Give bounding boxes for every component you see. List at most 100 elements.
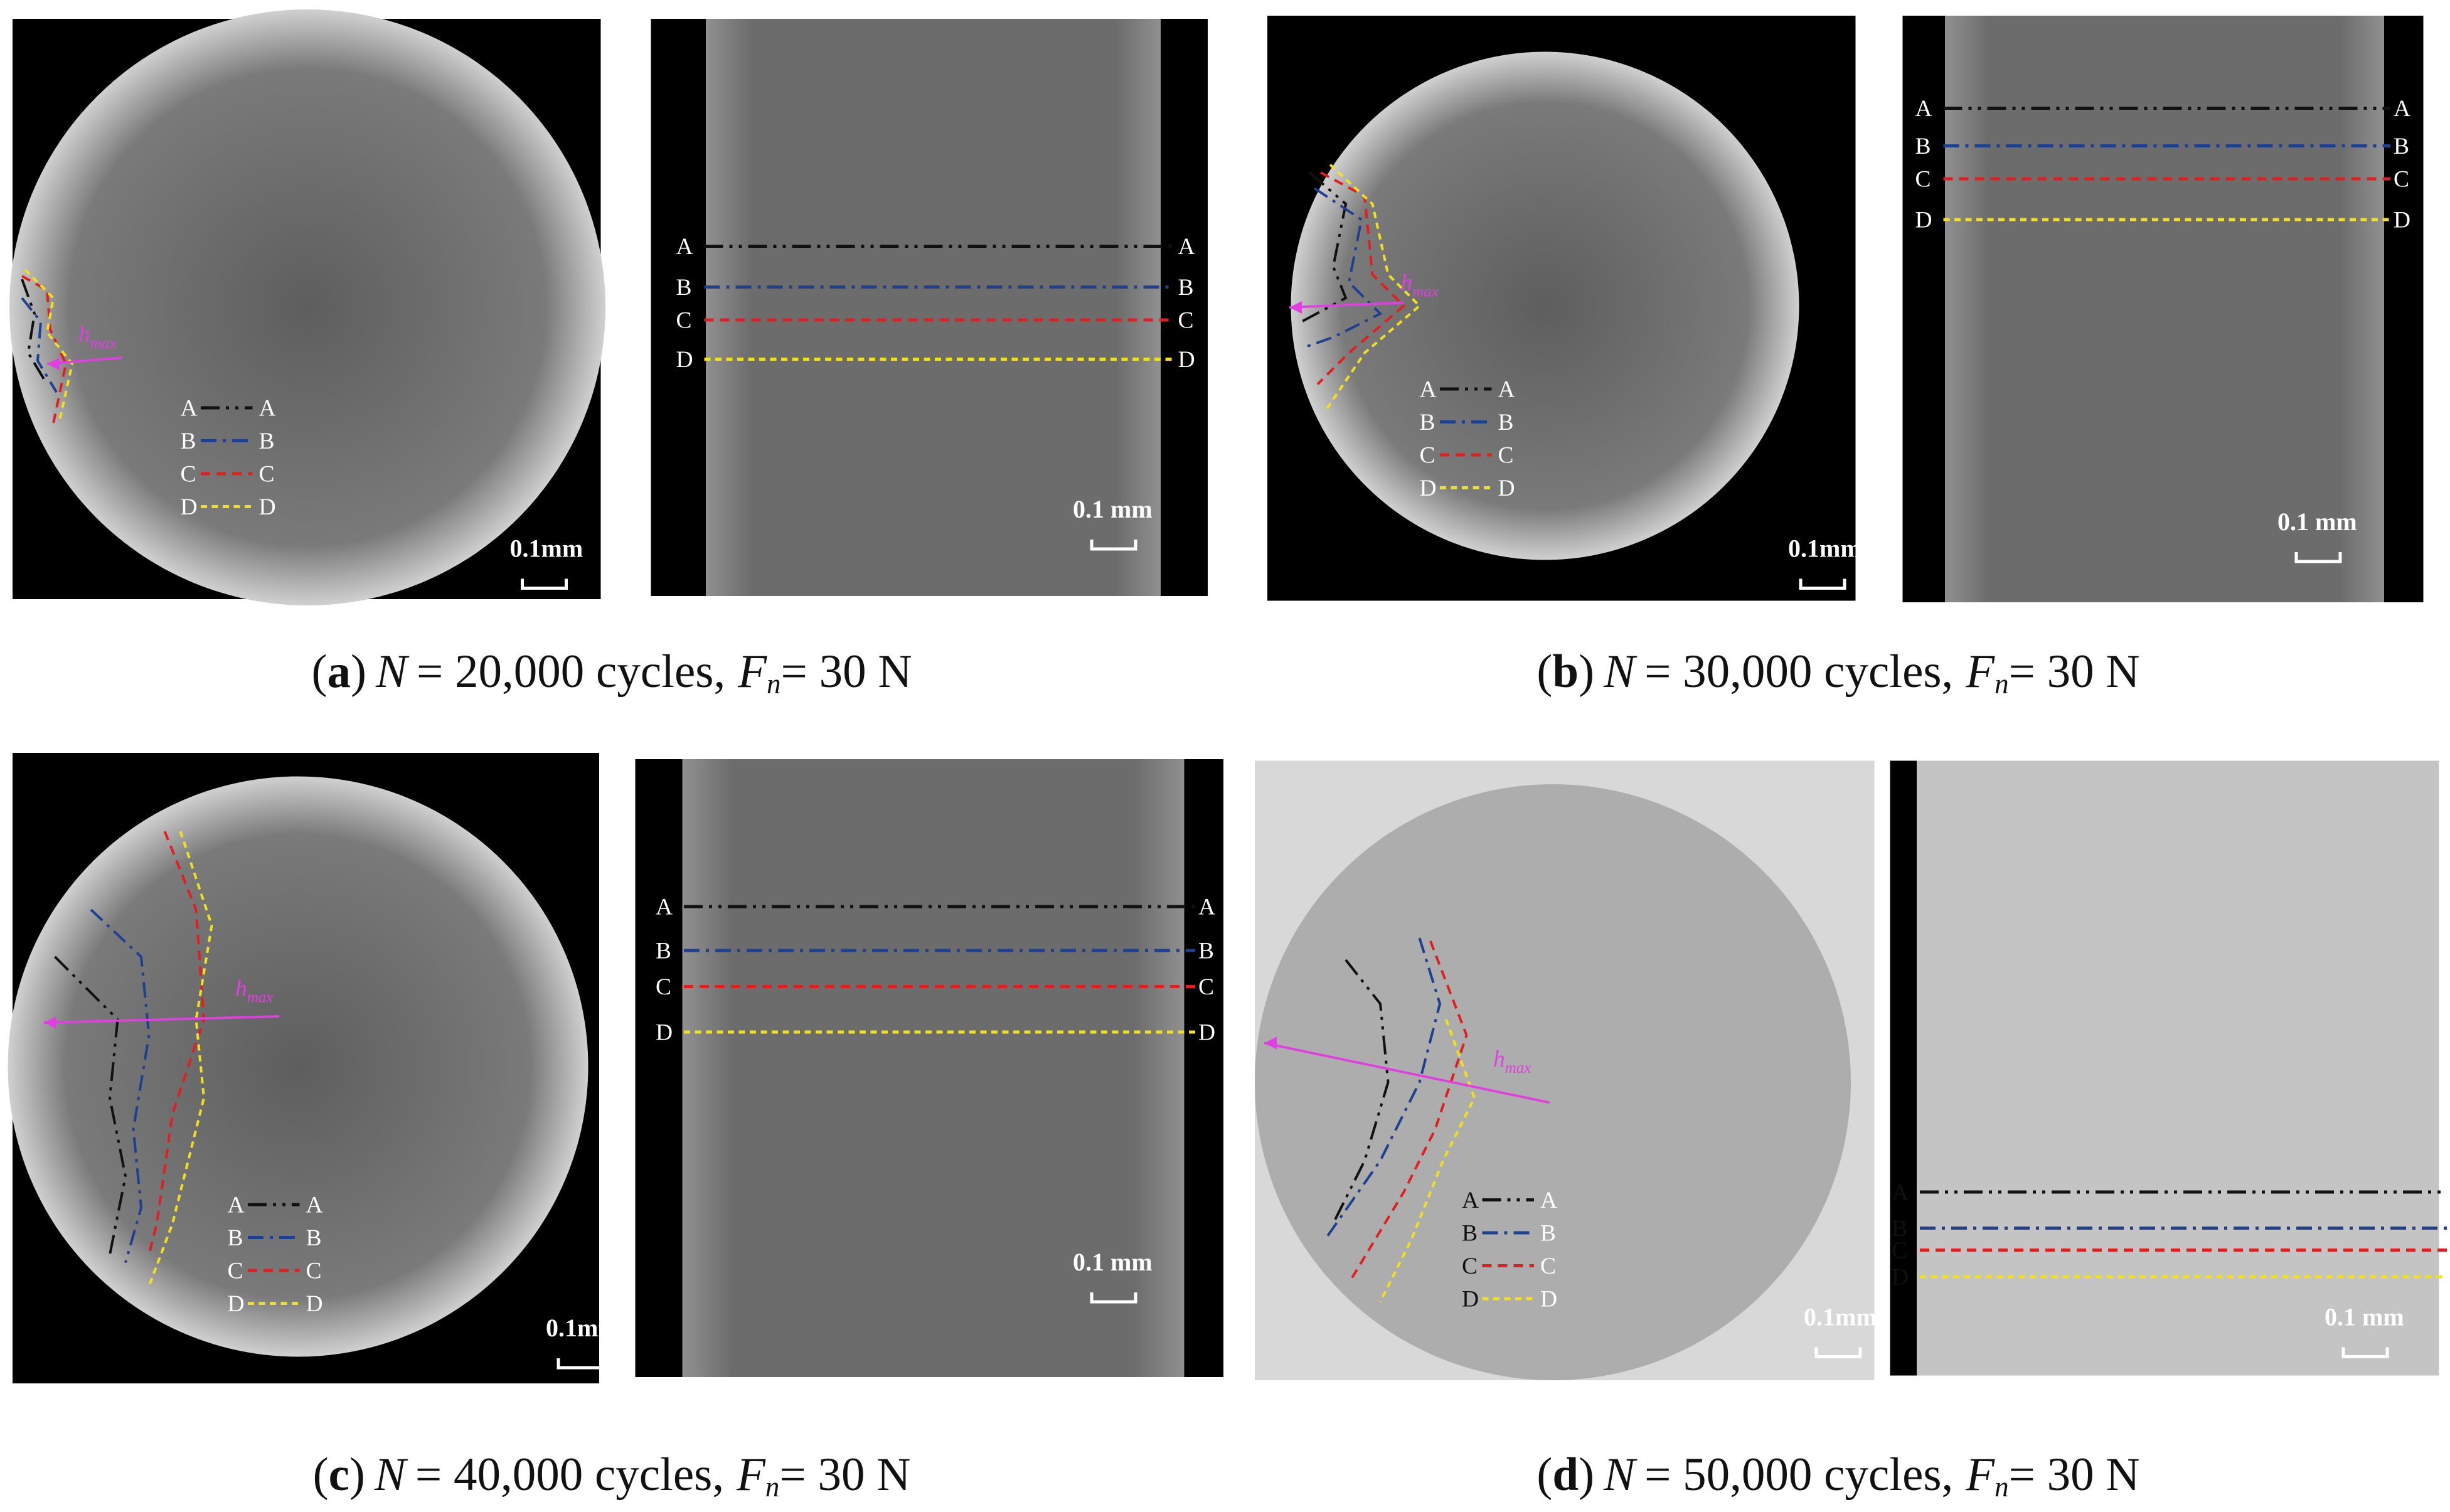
legend-label: B <box>1498 410 1514 435</box>
section-label: D <box>656 1020 673 1046</box>
legend-label: D <box>228 1291 245 1317</box>
text-span: h <box>1493 1046 1505 1072</box>
text-span: n <box>765 1471 780 1503</box>
caption: (d) N = 50,000 cycles, Fn= 30 N <box>1537 1449 2139 1503</box>
text-span: = 20,000 cycles, <box>417 646 725 698</box>
scale-label: 0.1mm <box>510 535 583 563</box>
scale-bar <box>557 1358 604 1370</box>
scale-bar <box>1090 1292 1137 1304</box>
legend-label: D <box>181 494 198 520</box>
text-span: = 30 N <box>2009 646 2140 698</box>
section-label: C <box>656 974 671 1000</box>
section-label: A <box>2394 96 2410 122</box>
h-max-label: hmax <box>235 976 273 1006</box>
text-span: N <box>375 646 410 698</box>
arrow-head <box>44 1016 56 1029</box>
text-span: ( <box>1537 1449 1552 1501</box>
text-span: ( <box>312 646 328 698</box>
text-span: = 50,000 cycles, <box>1644 1449 1953 1501</box>
section-label: A <box>676 234 693 260</box>
h-max-arrow <box>1264 1041 1550 1104</box>
arrow-head <box>47 358 60 370</box>
h-max-label: hmax <box>1493 1046 1531 1077</box>
scale-label: 0.1 mm <box>2277 508 2357 536</box>
legend-label: A <box>1462 1188 1479 1213</box>
h-max-arrow <box>1289 301 1404 309</box>
text-span: F <box>737 646 767 698</box>
text-span: c <box>329 1449 349 1501</box>
text-span: N <box>1603 646 1638 698</box>
legend-label: C <box>181 462 196 487</box>
section-label: C <box>1178 308 1194 334</box>
section-label: A <box>1198 895 1215 920</box>
legend-label: D <box>306 1291 323 1317</box>
legend-label: C <box>1540 1254 1556 1279</box>
legend-label: B <box>1462 1221 1478 1247</box>
text-span: ) <box>349 1449 365 1501</box>
crack-front <box>1316 171 1406 385</box>
legend-label: B <box>306 1225 322 1251</box>
section-label: B <box>1178 275 1194 301</box>
scale-label: 0.1 mm <box>1073 495 1153 523</box>
h-max-label: hmax <box>1401 270 1439 301</box>
legend-label: C <box>1462 1254 1478 1279</box>
legend-label: A <box>228 1193 245 1218</box>
scale-bar <box>2294 552 2342 563</box>
legend-label: D <box>1462 1287 1479 1312</box>
text-span: N <box>1603 1449 1638 1501</box>
section-label: A <box>1178 234 1195 260</box>
legend-label: D <box>1540 1287 1557 1312</box>
legend-label: B <box>259 429 275 454</box>
crack-front <box>1301 187 1383 349</box>
legend-label: A <box>259 396 276 422</box>
specimen-section <box>1291 51 1799 560</box>
crack-front <box>21 275 68 424</box>
section-label: B <box>1915 134 1931 159</box>
scale-bar <box>1090 540 1137 551</box>
section-label: A <box>656 895 673 920</box>
scale-label: 0.1mm <box>1788 535 1861 563</box>
text-span: h <box>1401 270 1413 296</box>
crack-front <box>24 269 74 421</box>
text-span: N <box>374 1449 408 1501</box>
specimen-side <box>1917 760 2439 1376</box>
section-label: B <box>656 939 671 964</box>
legend-label: D <box>259 494 276 520</box>
caption: (b) N = 30,000 cycles, Fn= 30 N <box>1537 646 2139 700</box>
specimen-side <box>706 19 1161 596</box>
crack-front <box>1332 959 1390 1224</box>
text-span: ( <box>313 1449 329 1501</box>
specimen-side <box>1945 16 2384 602</box>
legend-label: C <box>259 462 275 487</box>
arrow-head <box>1264 1036 1277 1050</box>
text-span: F <box>736 1449 766 1501</box>
text-span: ) <box>1579 646 1594 698</box>
text-span: = 30 N <box>2009 1449 2140 1501</box>
text-span: = 40,000 cycles, <box>415 1449 724 1501</box>
legend-label: D <box>1420 476 1437 501</box>
scale-bar <box>521 578 568 590</box>
section-label: C <box>1892 1238 1907 1264</box>
text-span: max <box>247 989 274 1006</box>
legend-label: B <box>181 429 196 454</box>
scale-bar <box>2341 1347 2389 1358</box>
crack-front <box>1379 1019 1476 1302</box>
section-label: D <box>1198 1020 1215 1046</box>
text-span: n <box>1995 1471 2009 1503</box>
section-label: D <box>2394 208 2410 233</box>
legend-label: B <box>1420 410 1435 435</box>
h-max-arrow <box>43 1015 280 1024</box>
legend-label: B <box>228 1225 243 1251</box>
section-label: C <box>676 308 692 334</box>
text-span: n <box>1995 668 2009 700</box>
scale-label: 0.1mm <box>546 1314 619 1342</box>
text-span: h <box>78 322 90 348</box>
legend-label: D <box>1498 476 1515 501</box>
text-span: max <box>1505 1060 1531 1077</box>
text-span: = 30 N <box>781 646 912 698</box>
crack-front <box>147 831 206 1255</box>
scale-label: 0.1 mm <box>2325 1303 2404 1331</box>
text-span: n <box>767 668 781 700</box>
legend-label: A <box>181 396 198 422</box>
